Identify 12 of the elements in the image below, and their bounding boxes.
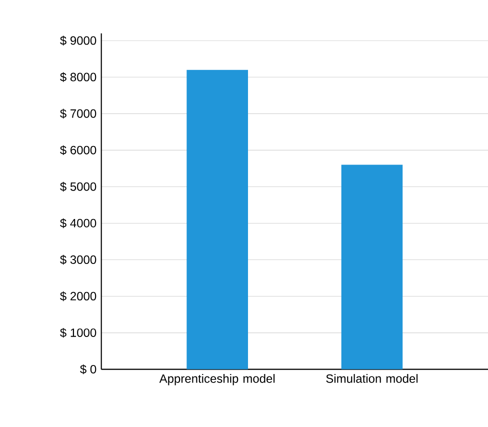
y-tick-label: $ 3000 — [60, 255, 96, 265]
y-tick-label: $ 8000 — [60, 72, 96, 82]
y-tick-label: $ 1000 — [60, 328, 96, 338]
y-tick-label: $ 2000 — [60, 292, 96, 302]
y-tick-label: $ 7000 — [60, 108, 96, 119]
y-tick-label: $ 0 — [80, 364, 96, 374]
y-tick-label: $ 6000 — [60, 146, 96, 156]
y-tick-label: $ 5000 — [60, 182, 96, 192]
y-tick-label: $ 9000 — [60, 36, 96, 46]
x-tick-label: Apprenticeship model — [159, 374, 275, 386]
x-tick-label: Simulation model — [326, 374, 418, 384]
y-tick-label: $ 4000 — [60, 218, 96, 228]
